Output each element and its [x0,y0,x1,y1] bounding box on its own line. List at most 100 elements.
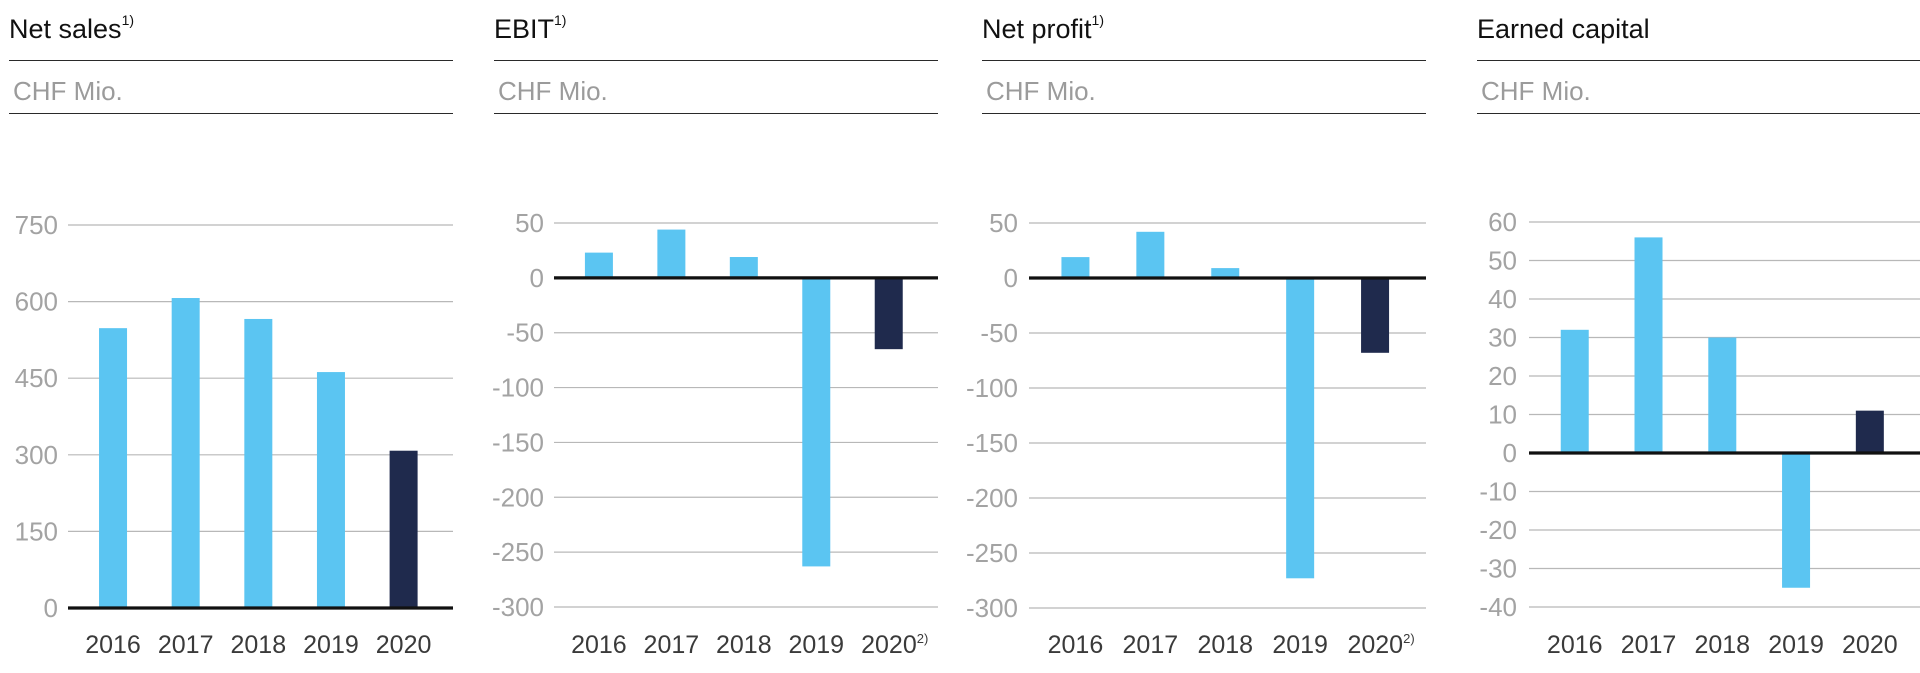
panel-title: Net profit1) [982,12,1104,45]
bar-2018 [244,318,273,608]
y-tick-label: -300 [492,592,544,622]
bar-2016 [584,252,613,278]
x-tick-label: 2016 [1547,631,1603,659]
y-tick-label: 600 [15,287,58,317]
x-tick-label: 2019 [1768,631,1824,659]
y-tick-label: 0 [1503,438,1517,468]
bar-2019 [802,277,831,567]
ebit-chart: 50 0 -50 -100 -150 -200 -250 -300 2016 2017 2018 20… [492,208,938,659]
x-tick-label: 2018 [1694,631,1750,659]
y-tick-label: -20 [1479,515,1517,545]
unit-label: CHF Mio. [1481,76,1591,106]
title-footnote: 1) [121,12,135,28]
title-rule [1477,60,1920,61]
x-tick-footnote: 2) [917,631,929,646]
y-tick-label: -40 [1479,592,1517,622]
y-tick-label: -200 [492,482,544,512]
y-tick-label: 50 [515,208,544,238]
unit-label: CHF Mio. [986,76,1096,106]
bar-2017 [1634,237,1663,453]
y-tick-label: 450 [15,363,58,393]
bar-2018 [1708,337,1737,453]
y-tick-label: -100 [966,373,1018,403]
panel-title: Net sales1) [9,12,135,45]
title-rule [9,60,453,61]
x-tick-label: 2017 [1621,631,1677,659]
x-tick-label: 2018 [716,631,772,659]
bar-2017 [657,229,686,278]
bar-2020 [1361,278,1390,353]
y-tick-label: -50 [506,318,544,348]
panel-title: Earned capital [1477,14,1650,45]
earned-capital-panel: Earned capital CHF Mio. 60 50 40 30 20 10 0 -10… [1477,0,1920,673]
y-tick-label: -150 [966,428,1018,458]
y-tick-label: -250 [492,537,544,567]
x-tick-label: 2018 [1197,631,1253,659]
y-tick-label: 0 [530,263,544,293]
x-tick-label: 2017 [644,631,700,659]
ebit-panel: EBIT1) CHF Mio. 50 0 -50 -100 -150 -200 -250 -3… [492,0,938,673]
y-tick-label: -300 [966,593,1018,623]
earned-capital-chart: 60 50 40 30 20 10 0 -10 -20 -30 -40 2016 2017 2018 201… [1479,207,1920,659]
x-tick-label: 2016 [85,631,141,659]
x-tick-label: 20202) [861,631,928,659]
bars [584,229,903,567]
y-tick-label: 0 [44,593,58,623]
y-tick-label: -50 [980,318,1018,348]
y-tick-label: -250 [966,538,1018,568]
y-tick-label: 60 [1488,207,1517,237]
x-tick-label: 2019 [788,631,844,659]
y-tick-label: -200 [966,483,1018,513]
x-tick-label: 2016 [571,631,627,659]
y-tick-label: 30 [1488,323,1517,353]
bar-2020 [874,277,903,350]
bar-2019 [316,372,345,608]
bar-2020 [1855,410,1884,453]
unit-rule [982,113,1426,114]
title-text: Net sales [9,14,122,44]
bar-2016 [1560,329,1589,453]
bar-2017 [171,298,200,608]
x-tick-label: 20202) [1347,631,1414,659]
y-tick-label: 50 [1488,246,1517,276]
unit-label: CHF Mio. [13,76,123,106]
x-tick-label: 2017 [158,631,214,659]
x-tick-label: 2018 [231,631,287,659]
y-tick-label: 150 [15,516,58,546]
bar-2017 [1136,231,1165,278]
title-footnote: 1) [554,12,567,28]
x-tick-label: 2019 [303,631,359,659]
unit-rule [494,113,938,114]
x-tick-footnote: 2) [1403,631,1415,646]
title-text: Earned capital [1477,14,1650,44]
gridlines [1029,222,1426,609]
x-tick-label: 2020 [1842,631,1898,659]
x-tick-label: 2020 [376,631,432,659]
title-text: EBIT [494,14,555,44]
bar-2019 [1782,453,1811,588]
title-rule [982,60,1426,61]
bars [1560,237,1884,588]
y-tick-label: 750 [15,210,58,240]
gridlines [554,222,938,608]
net-sales-chart: 750 600 450 300 150 0 2016 2017 2018 2019 2020 [15,210,453,659]
unit-rule [1477,113,1920,114]
panel-title: EBIT1) [494,12,567,45]
y-tick-label: 10 [1488,400,1517,430]
net-profit-chart: 50 0 -50 -100 -150 -200 -250 -300 2016 2017 2018 20… [966,208,1426,659]
bars [99,298,418,608]
unit-label: CHF Mio. [498,76,608,106]
bar-2019 [1286,278,1315,579]
bar-2016 [99,328,128,608]
title-text: Net profit [982,14,1092,44]
unit-rule [9,113,453,114]
y-tick-label: 40 [1488,284,1517,314]
x-tick-label: 2019 [1272,631,1328,659]
net-sales-panel: Net sales1) CHF Mio. 750 600 450 300 150 0 201… [9,0,453,673]
bars [1061,231,1390,579]
y-tick-label: -10 [1479,477,1517,507]
bar-2018 [1211,268,1240,278]
net-profit-panel: Net profit1) CHF Mio. 50 0 -50 -100 -150 -200… [966,0,1426,673]
y-tick-label: -30 [1479,554,1517,584]
y-tick-label: -100 [492,373,544,403]
